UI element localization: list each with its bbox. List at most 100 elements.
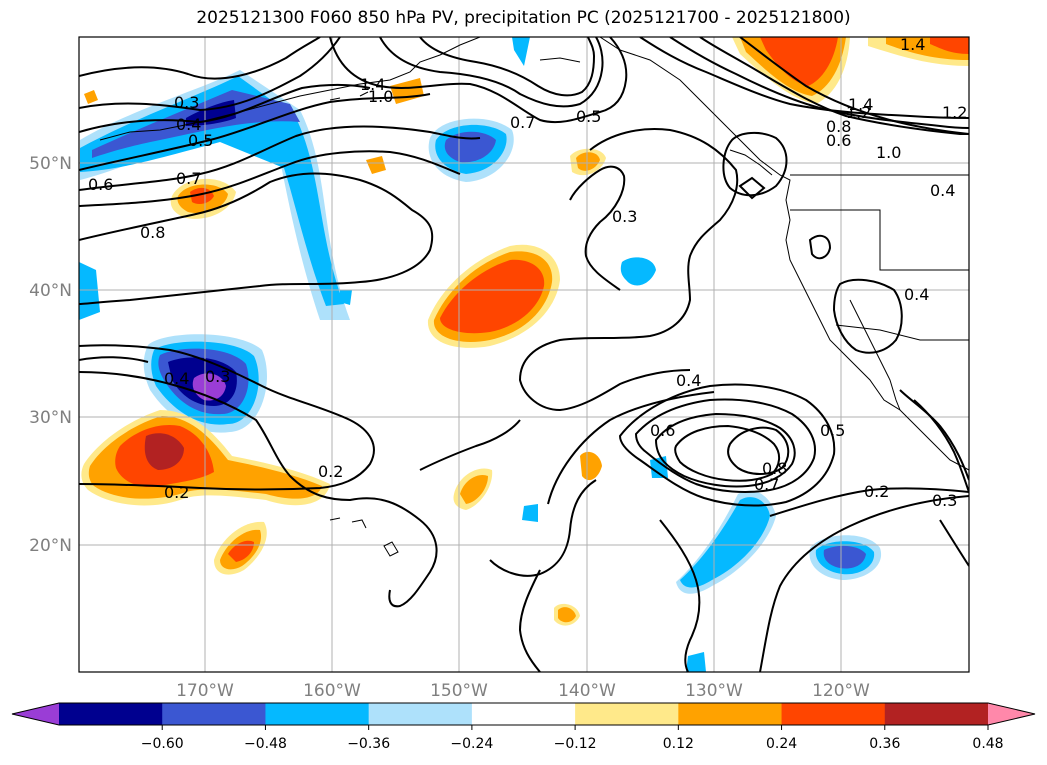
pv-contour-2 [79,37,341,112]
colorbar-tick-label: 0.24 [766,736,797,752]
coastline-oregon-california-border [790,209,969,271]
coastline-mexico-border [835,324,969,341]
precip-negative-band-se-inner [680,497,770,588]
contour-label: 0.4 [176,115,201,134]
pv-contour-12 [419,37,596,97]
pv-contour-25 [727,426,790,475]
pv-contour-29 [769,487,969,517]
lat-label-50n: 50°N [29,154,72,174]
lon-label-130w: 130°W [685,681,743,701]
colorbar-tick-label: 0.36 [869,736,900,752]
precip-positive-spot-1 [366,156,386,174]
colorbar-tick-label: −0.60 [141,736,184,752]
colorbar-segment [162,703,266,725]
contour-label: 1.0 [876,143,901,162]
pv-contours [79,37,969,672]
precip-positive-spot-4-core [228,540,254,562]
colorbar-ticks: −0.60 −0.48 −0.36 −0.24 −0.12 0.12 0.24 0.36 0.4… [141,725,1004,752]
lon-axis-labels: 170°W 160°W 150°W 140°W 130°W 120°W [176,681,870,701]
contour-label: 1.4 [360,75,385,94]
pv-contour-5 [79,125,481,191]
colorbar-segment [265,703,370,725]
pv-contour-20 [569,165,626,291]
contour-label: 0.6 [88,175,113,194]
precip-positive-spot-3 [390,78,424,104]
colorbar-tick-label: 0.12 [663,736,694,752]
contour-label: 0.6 [826,131,851,150]
colorbar-segment [884,703,989,725]
precip-negative-spot-1 [340,290,352,305]
precip-negative-blob-e-core [823,545,866,569]
contour-label: 0.7 [754,475,779,494]
contour-label: 1.2 [846,103,871,122]
pv-contour-30 [832,278,903,354]
pv-contour-9 [79,371,438,608]
lon-label-150w: 150°W [430,681,488,701]
contour-label: 0.5 [188,131,213,150]
colorbar-tick-label: −0.24 [450,736,493,752]
pv-contour-7 [79,172,434,305]
map-title: 2025121300 F060 850 hPa PV, precipitatio… [196,8,851,28]
lat-label-40n: 40°N [29,281,72,301]
contour-label: 1.4 [848,95,873,114]
pv-contour-11 [379,37,604,108]
pv-contour-14 [669,37,969,129]
coastline-baja-california [849,299,901,411]
pv-contour-3 [79,84,371,133]
pv-contour-4 [79,93,431,171]
precip-negative-blob-n-core [444,131,496,163]
pv-contour-labels: 0.2 0.2 0.2 0.3 0.3 0.3 0.3 0.4 0.4 0.4 … [88,37,967,510]
contour-label: 1.2 [942,103,967,122]
lat-axis-labels: 50°N 40°N 30°N 20°N [29,154,72,556]
precip-negative-spot-2 [620,257,656,286]
colorbar-extend-min [12,703,59,725]
pv-contour-1 [79,37,321,80]
precip-positive-ne-core [760,37,838,86]
colorbar-segments [12,703,1035,725]
contour-label: 0.8 [826,117,851,136]
precip-positive-spot-5-inner [460,474,488,504]
precip-positive-spot-8 [84,90,98,104]
coastline-alaska-islands-1 [539,57,581,63]
pv-contour-32 [899,389,969,481]
colorbar-segment [59,703,163,725]
colorbar-extend-max [988,703,1035,725]
colorbar-tick-label: −0.36 [347,736,390,752]
coastlines [99,37,969,557]
contour-label: 0.3 [174,93,199,112]
contour-label: 0.6 [650,421,675,440]
map-frame [78,36,970,673]
precip-positive-spot-2-inner [576,152,600,171]
contour-label: 0.4 [164,369,189,388]
lon-label-170w: 170°W [176,681,234,701]
lat-label-30n: 30°N [29,408,72,428]
pv-contour-28 [759,495,969,672]
contour-label: 0.3 [612,207,637,226]
contour-label: 0.2 [864,482,889,501]
contour-label: 0.4 [676,371,701,390]
pv-contour-38 [659,519,701,672]
colorbar-tick-label: −0.48 [244,736,287,752]
colorbar-tick-label: −0.12 [554,736,597,752]
contour-label: 0.7 [510,113,535,132]
pv-contour-6 [79,150,461,207]
lon-label-140w: 140°W [558,681,616,701]
colorbar-segment [781,703,886,725]
coastline-alaska-islands-2 [329,91,369,101]
pv-contour-36 [489,479,597,577]
pv-contour-22 [634,398,816,493]
precip-positive-ne-corner-core [930,37,969,54]
contour-label: 0.5 [576,107,601,126]
pv-contour-8 [79,344,375,491]
precip-positive-spot-7-inner [558,607,576,623]
contour-label: 0.2 [164,483,189,502]
precip-negative-left-edge [79,262,100,320]
colorbar-segment [471,703,576,725]
pv-contour-31 [808,234,832,260]
pv-contour-10 [329,37,628,124]
colorbar-tick-label: 0.48 [972,736,1003,752]
pv-contour-26 [547,391,715,505]
lon-label-160w: 160°W [303,681,361,701]
precip-positive-spot-6 [580,451,602,481]
